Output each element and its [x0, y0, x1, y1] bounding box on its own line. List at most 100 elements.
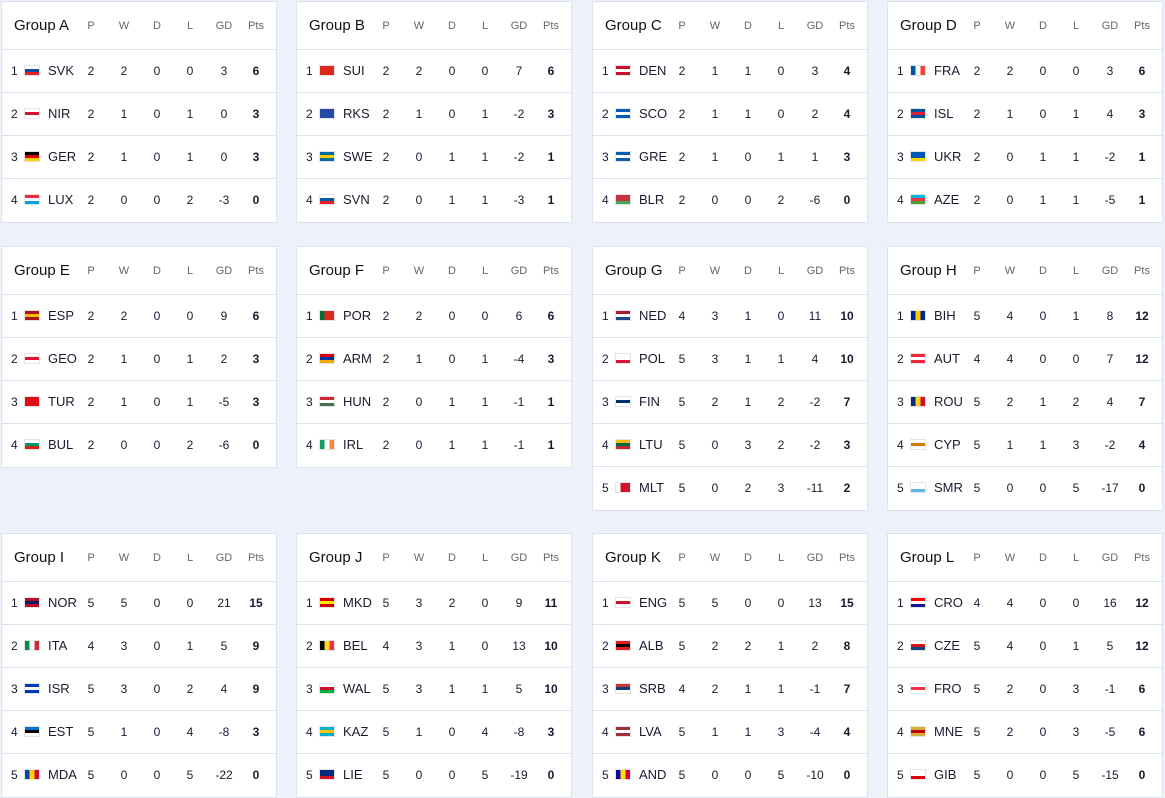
- team-code[interactable]: RKS: [343, 106, 370, 121]
- team-code[interactable]: LVA: [639, 724, 662, 739]
- team-code[interactable]: POR: [343, 308, 372, 323]
- team-code[interactable]: ENG: [639, 595, 668, 610]
- team-code[interactable]: FRA: [934, 63, 960, 78]
- table-row[interactable]: 1 CRO 4 4 0 0 16 12: [888, 582, 1162, 625]
- team-code[interactable]: ALB: [639, 638, 664, 653]
- table-row[interactable]: 4 MNE 5 2 0 3 -5 6: [888, 711, 1162, 754]
- team-code[interactable]: SVK: [48, 63, 75, 78]
- table-row[interactable]: 3 FRO 5 2 0 3 -1 6: [888, 668, 1162, 711]
- team-code[interactable]: BLR: [639, 192, 665, 207]
- team-code[interactable]: SMR: [934, 480, 963, 495]
- team-code[interactable]: LIE: [343, 767, 363, 782]
- team-code[interactable]: LUX: [48, 192, 74, 207]
- table-row[interactable]: 4 AZE 2 0 1 1 -5 1: [888, 179, 1162, 222]
- team-code[interactable]: SCO: [639, 106, 668, 121]
- team-code[interactable]: ITA: [48, 638, 68, 653]
- team-code[interactable]: GER: [48, 149, 77, 164]
- team-code[interactable]: ESP: [48, 308, 75, 323]
- table-row[interactable]: 4 SVN 2 0 1 1 -3 1: [297, 179, 571, 222]
- team-code[interactable]: IRL: [343, 437, 364, 452]
- team-code[interactable]: BUL: [48, 437, 74, 452]
- table-row[interactable]: 3 UKR 2 0 1 1 -2 1: [888, 136, 1162, 179]
- table-row[interactable]: 2 ALB 5 2 2 1 2 8: [593, 625, 867, 668]
- table-row[interactable]: 4 EST 5 1 0 4 -8 3: [2, 711, 276, 754]
- team-code[interactable]: MDA: [48, 767, 77, 782]
- table-row[interactable]: 3 GRE 2 1 0 1 1 3: [593, 136, 867, 179]
- table-row[interactable]: 2 ISL 2 1 0 1 4 3: [888, 93, 1162, 136]
- table-row[interactable]: 5 LIE 5 0 0 5 -19 0: [297, 754, 571, 797]
- table-row[interactable]: 3 FIN 5 2 1 2 -2 7: [593, 381, 867, 424]
- table-row[interactable]: 1 SUI 2 2 0 0 7 6: [297, 50, 571, 93]
- table-row[interactable]: 2 ITA 4 3 0 1 5 9: [2, 625, 276, 668]
- team-code[interactable]: POL: [639, 351, 666, 366]
- table-row[interactable]: 4 BUL 2 0 0 2 -6 0: [2, 424, 276, 467]
- table-row[interactable]: 3 GER 2 1 0 1 0 3: [2, 136, 276, 179]
- table-row[interactable]: 3 SWE 2 0 1 1 -2 1: [297, 136, 571, 179]
- table-row[interactable]: 5 MLT 5 0 2 3 -11 2: [593, 467, 867, 510]
- team-code[interactable]: GIB: [934, 767, 957, 782]
- team-code[interactable]: BIH: [934, 308, 956, 323]
- team-code[interactable]: TUR: [48, 394, 75, 409]
- table-row[interactable]: 2 BEL 4 3 1 0 13 10: [297, 625, 571, 668]
- table-row[interactable]: 1 DEN 2 1 1 0 3 4: [593, 50, 867, 93]
- table-row[interactable]: 4 LUX 2 0 0 2 -3 0: [2, 179, 276, 222]
- table-row[interactable]: 1 MKD 5 3 2 0 9 11: [297, 582, 571, 625]
- table-row[interactable]: 3 TUR 2 1 0 1 -5 3: [2, 381, 276, 424]
- table-row[interactable]: 3 HUN 2 0 1 1 -1 1: [297, 381, 571, 424]
- table-row[interactable]: 4 LTU 5 0 3 2 -2 3: [593, 424, 867, 467]
- table-row[interactable]: 2 POL 5 3 1 1 4 10: [593, 338, 867, 381]
- team-code[interactable]: NOR: [48, 595, 77, 610]
- table-row[interactable]: 4 IRL 2 0 1 1 -1 1: [297, 424, 571, 467]
- table-row[interactable]: 3 ISR 5 3 0 2 4 9: [2, 668, 276, 711]
- table-row[interactable]: 2 SCO 2 1 1 0 2 4: [593, 93, 867, 136]
- team-code[interactable]: CZE: [934, 638, 960, 653]
- team-code[interactable]: MNE: [934, 724, 963, 739]
- table-row[interactable]: 4 KAZ 5 1 0 4 -8 3: [297, 711, 571, 754]
- table-row[interactable]: 1 NED 4 3 1 0 11 10: [593, 295, 867, 338]
- team-code[interactable]: ARM: [343, 351, 372, 366]
- team-code[interactable]: HUN: [343, 394, 372, 409]
- table-row[interactable]: 2 AUT 4 4 0 0 7 12: [888, 338, 1162, 381]
- table-row[interactable]: 2 ARM 2 1 0 1 -4 3: [297, 338, 571, 381]
- table-row[interactable]: 1 NOR 5 5 0 0 21 15: [2, 582, 276, 625]
- table-row[interactable]: 4 LVA 5 1 1 3 -4 4: [593, 711, 867, 754]
- table-row[interactable]: 1 FRA 2 2 0 0 3 6: [888, 50, 1162, 93]
- team-code[interactable]: BEL: [343, 638, 368, 653]
- team-code[interactable]: NIR: [48, 106, 71, 121]
- team-code[interactable]: FIN: [639, 394, 660, 409]
- table-row[interactable]: 2 CZE 5 4 0 1 5 12: [888, 625, 1162, 668]
- team-code[interactable]: SUI: [343, 63, 365, 78]
- table-row[interactable]: 3 SRB 4 2 1 1 -1 7: [593, 668, 867, 711]
- table-row[interactable]: 2 NIR 2 1 0 1 0 3: [2, 93, 276, 136]
- team-code[interactable]: AND: [639, 767, 667, 782]
- table-row[interactable]: 2 RKS 2 1 0 1 -2 3: [297, 93, 571, 136]
- team-code[interactable]: MLT: [639, 480, 665, 495]
- table-row[interactable]: 3 WAL 5 3 1 1 5 10: [297, 668, 571, 711]
- table-row[interactable]: 1 BIH 5 4 0 1 8 12: [888, 295, 1162, 338]
- team-code[interactable]: LTU: [639, 437, 663, 452]
- table-row[interactable]: 5 GIB 5 0 0 5 -15 0: [888, 754, 1162, 797]
- team-code[interactable]: SWE: [343, 149, 373, 164]
- team-code[interactable]: AZE: [934, 192, 960, 207]
- team-code[interactable]: CYP: [934, 437, 961, 452]
- team-code[interactable]: NED: [639, 308, 667, 323]
- team-code[interactable]: ISR: [48, 681, 70, 696]
- team-code[interactable]: SRB: [639, 681, 666, 696]
- team-code[interactable]: EST: [48, 724, 74, 739]
- table-row[interactable]: 4 BLR 2 0 0 2 -6 0: [593, 179, 867, 222]
- table-row[interactable]: 1 ESP 2 2 0 0 9 6: [2, 295, 276, 338]
- table-row[interactable]: 1 ENG 5 5 0 0 13 15: [593, 582, 867, 625]
- table-row[interactable]: 5 AND 5 0 0 5 -10 0: [593, 754, 867, 797]
- team-code[interactable]: MKD: [343, 595, 372, 610]
- team-code[interactable]: WAL: [343, 681, 371, 696]
- team-code[interactable]: AUT: [934, 351, 960, 366]
- team-code[interactable]: KAZ: [343, 724, 369, 739]
- team-code[interactable]: ROU: [934, 394, 963, 409]
- team-code[interactable]: DEN: [639, 63, 667, 78]
- table-row[interactable]: 1 SVK 2 2 0 0 3 6: [2, 50, 276, 93]
- team-code[interactable]: GRE: [639, 149, 668, 164]
- table-row[interactable]: 5 SMR 5 0 0 5 -17 0: [888, 467, 1162, 510]
- table-row[interactable]: 3 ROU 5 2 1 2 4 7: [888, 381, 1162, 424]
- table-row[interactable]: 1 POR 2 2 0 0 6 6: [297, 295, 571, 338]
- team-code[interactable]: UKR: [934, 149, 962, 164]
